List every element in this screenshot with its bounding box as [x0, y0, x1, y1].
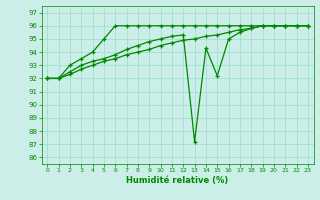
X-axis label: Humidité relative (%): Humidité relative (%)	[126, 176, 229, 185]
